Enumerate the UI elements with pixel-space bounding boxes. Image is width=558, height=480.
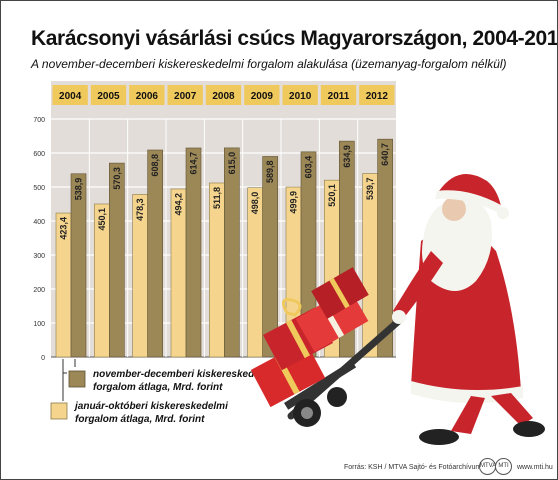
y-tick-label: 300 (33, 253, 45, 260)
data-label: 520,1 (327, 184, 337, 207)
gift-boxes-icon (250, 267, 369, 408)
page-title: Karácsonyi vásárlási csúcs Magyarországo… (31, 27, 558, 50)
y-tick-label: 0 (41, 355, 45, 362)
year-band (282, 85, 318, 105)
y-tick-label: 200 (33, 287, 45, 294)
data-label: 494,2 (174, 193, 184, 216)
legend-swatch (50, 402, 68, 420)
data-label: 615,0 (227, 152, 237, 175)
y-tick-label: 700 (33, 117, 45, 124)
data-label: 603,4 (304, 156, 314, 179)
bar-nov-dec (224, 147, 240, 358)
data-label: 634,9 (342, 145, 352, 168)
data-label: 589,8 (265, 160, 275, 183)
bar-nov-dec (262, 156, 278, 358)
bar-jan-oct (362, 173, 378, 358)
trolley-icon (284, 315, 405, 427)
footer-url: www.mti.hu (517, 464, 553, 471)
bar-nov-dec (109, 162, 125, 358)
year-band (90, 85, 127, 105)
mti-logo: MTI (495, 458, 512, 475)
data-label: 538,9 (74, 178, 84, 201)
year-band (167, 85, 203, 105)
data-label: 499,9 (289, 191, 299, 214)
y-axis: 0 100 200 300 400 500 600 700 (33, 117, 45, 362)
x-tick-label: 2009 (251, 91, 274, 102)
data-label: 498,0 (250, 192, 260, 215)
bar-nov-dec (147, 149, 163, 358)
y-tick-label: 600 (33, 151, 45, 158)
x-tick-label: 2007 (174, 91, 197, 102)
year-band (52, 85, 88, 105)
x-tick-label: 2006 (136, 91, 159, 102)
data-label: 640,7 (380, 143, 390, 166)
year-band (205, 85, 242, 105)
bar-nov-dec (70, 173, 87, 358)
data-label: 539,7 (365, 178, 375, 201)
bar-nov-dec (377, 138, 393, 358)
santa-illustration (250, 173, 545, 445)
x-tick-label: 2004 (59, 91, 82, 102)
data-label: 570,3 (112, 167, 122, 190)
mtva-logo: MTVA (479, 458, 496, 475)
data-label: 478,3 (135, 198, 145, 221)
x-tick-label: 2005 (97, 91, 120, 102)
data-label: 608,8 (150, 154, 160, 177)
y-tick-label: 400 (33, 219, 45, 226)
year-band (320, 85, 357, 105)
year-band (129, 85, 165, 105)
bar-nov-dec (185, 147, 202, 358)
data-label: 423,4 (59, 217, 69, 240)
year-header: 2004 2005 2006 2007 2008 2009 2010 2011 2012 (52, 85, 395, 105)
bars: 423,4 538,9 450,1 570,3 478,3 608,8 494,2 614,7… (55, 138, 393, 358)
page-subtitle: A november-decemberi kiskereskedelmi for… (31, 57, 507, 71)
legend-label: forgalom átlaga, Mrd. forint (93, 382, 223, 393)
x-tick-label: 2008 (212, 91, 235, 102)
x-tick-label: 2011 (328, 91, 350, 102)
data-label: 614,7 (189, 152, 199, 175)
x-tick-label: 2010 (289, 91, 312, 102)
legend-swatch (68, 370, 86, 388)
year-band (359, 85, 395, 105)
data-label: 450,1 (97, 208, 107, 231)
x-tick-label: 2012 (366, 91, 389, 102)
legend: november-decemberi kiskereskedelmi forgal… (50, 359, 274, 425)
legend-label: január-októberi kiskereskedelmi (73, 401, 228, 412)
y-tick-label: 100 (33, 321, 45, 328)
year-band (244, 85, 280, 105)
legend-label: forgalom átlaga, Mrd. forint (75, 414, 205, 425)
footer-source: Forrás: KSH / MTVA Sajtó- és Fotóarchívu… (344, 464, 500, 471)
data-label: 511,8 (212, 187, 222, 209)
y-tick-label: 500 (33, 185, 45, 192)
legend-label: november-decemberi kiskereskedelmi (93, 369, 274, 380)
santa-icon (392, 173, 545, 445)
